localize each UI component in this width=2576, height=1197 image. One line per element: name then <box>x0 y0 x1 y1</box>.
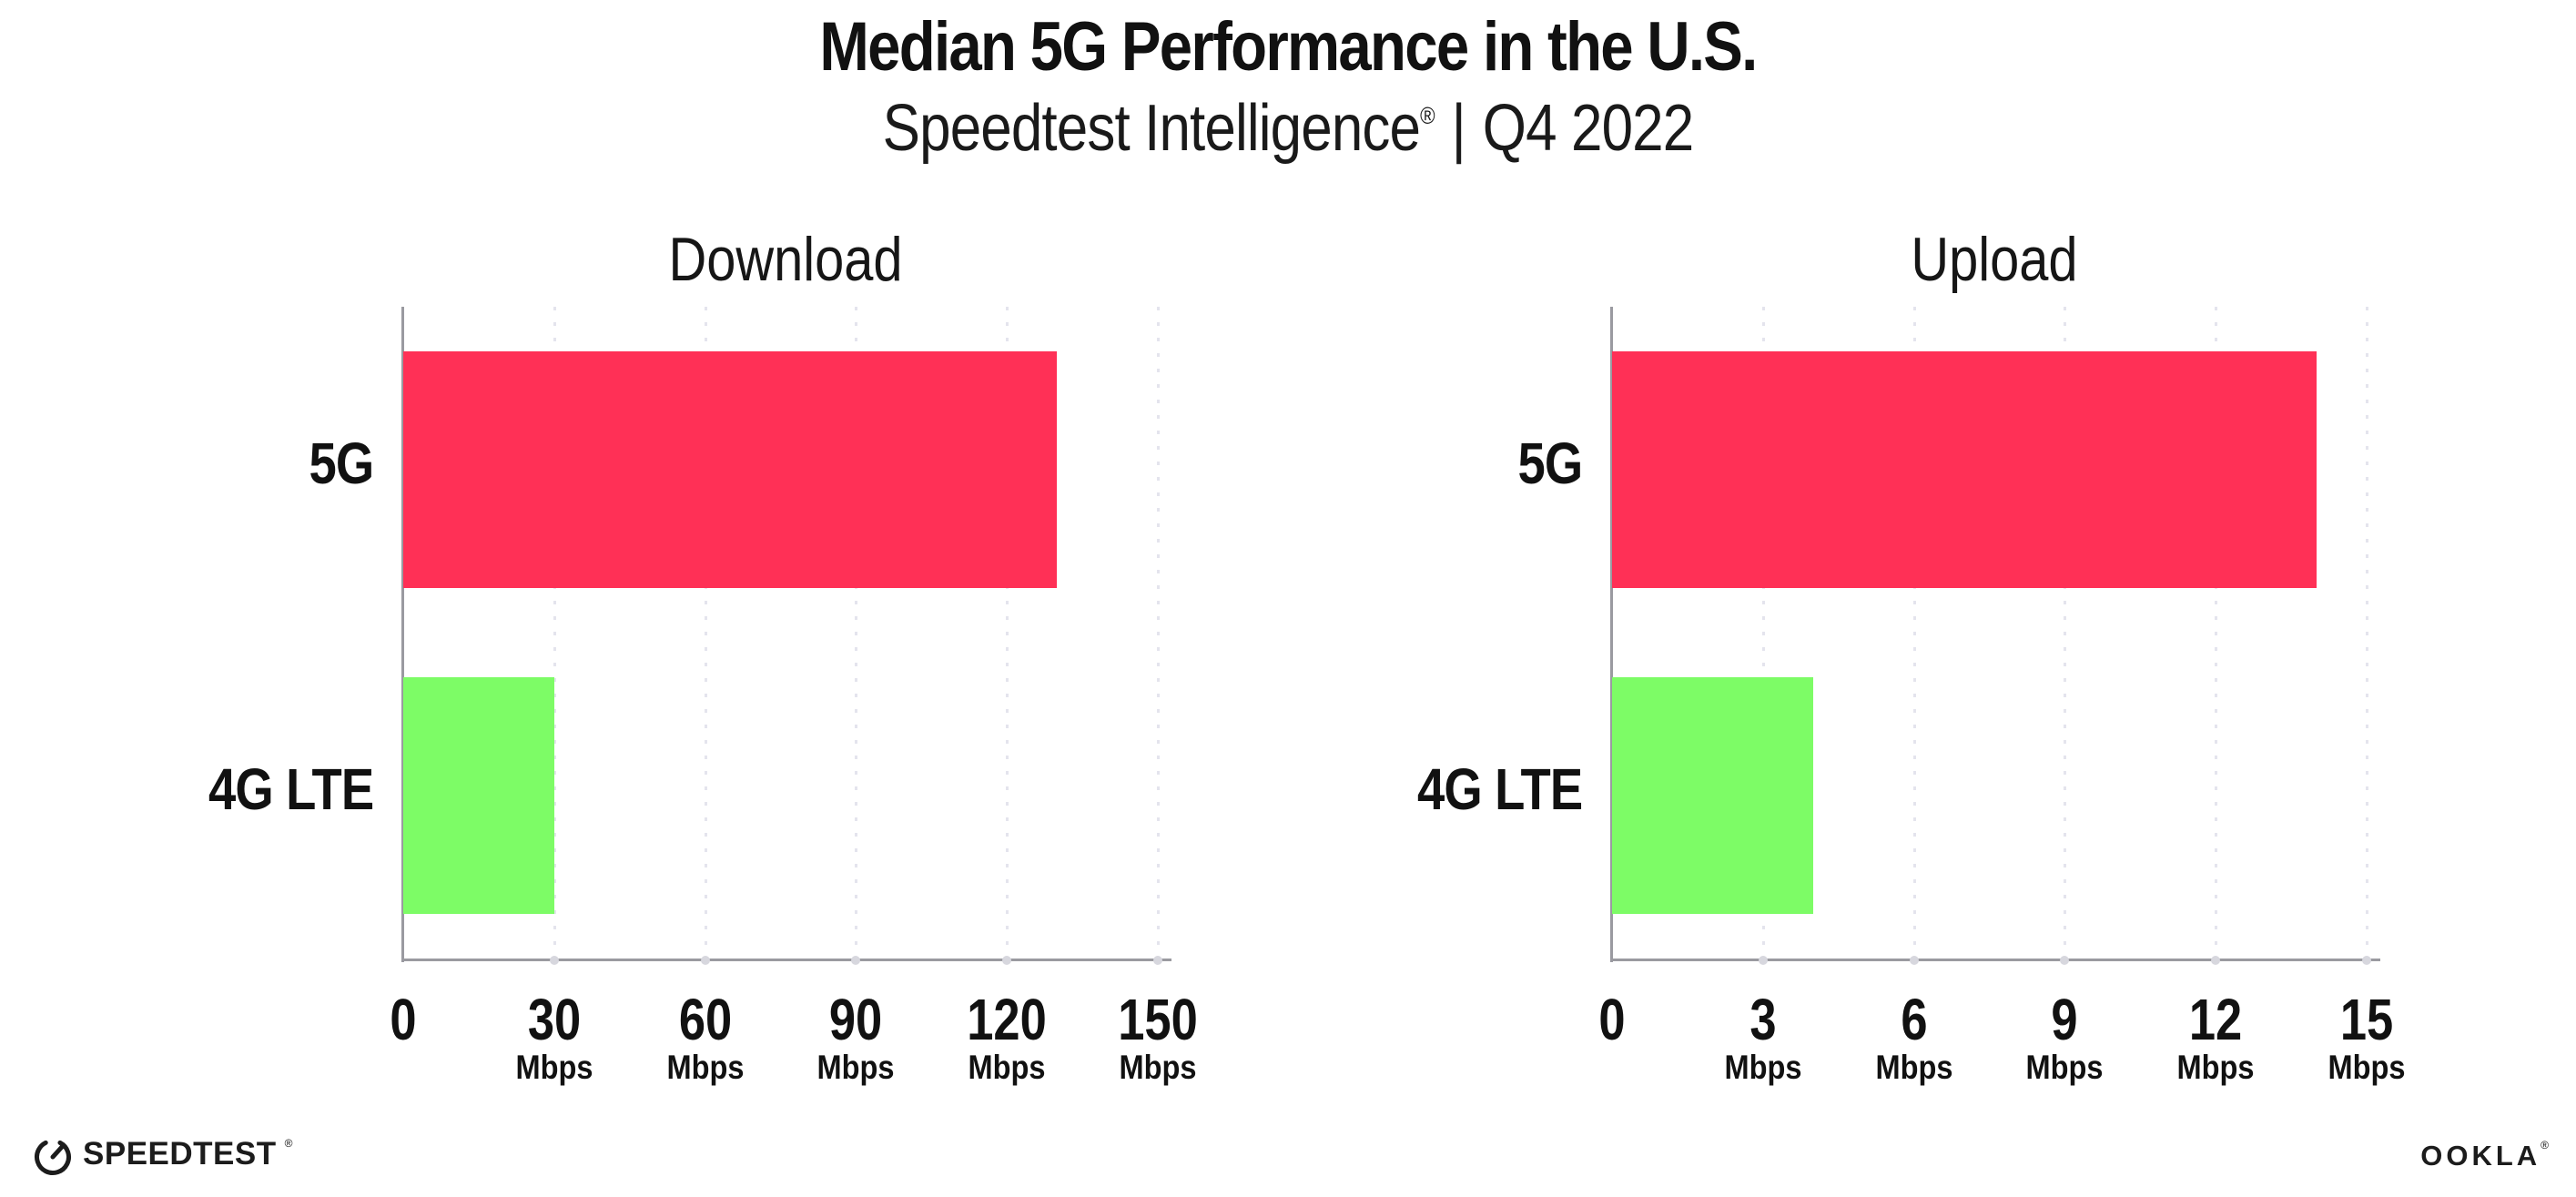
gridline-150 <box>1156 307 1160 959</box>
bar-upload-5g <box>1612 351 2317 588</box>
speedtest-trademark: ® <box>284 1137 293 1150</box>
gridline-120 <box>1006 307 1009 959</box>
speedtest-logo-label: SPEEDTEST <box>83 1136 277 1172</box>
tick-label-upload-15: 15 <box>2339 987 2394 1052</box>
tick-label-download-60: 60 <box>678 987 732 1052</box>
tick-label-upload-9: 9 <box>2051 987 2078 1052</box>
tick-label-download-0: 0 <box>390 987 417 1052</box>
page-subtitle: Speedtest Intelligence® | Q4 2022 <box>180 91 2396 166</box>
axis-tick-dot-15 <box>2361 956 2371 965</box>
tick-unit-download-150: Mbps <box>1119 1049 1197 1086</box>
tick-unit-download-60: Mbps <box>666 1049 745 1086</box>
tick-label-upload-6: 6 <box>1900 987 1928 1052</box>
subtitle-separator: | <box>1451 92 1466 165</box>
category-label-4g-lte: 4G LTE <box>1416 756 1583 822</box>
ookla-logo: OOKLA® <box>2420 1138 2549 1172</box>
category-label-4g-lte: 4G LTE <box>208 756 374 822</box>
category-label-5g: 5G <box>309 431 374 496</box>
gridline-60 <box>704 307 707 959</box>
chart-title-upload: Upload <box>1911 225 2078 294</box>
gridline-6 <box>1912 307 1916 959</box>
axis-tick-dot-3 <box>1758 956 1768 965</box>
tick-label-download-30: 30 <box>527 987 581 1052</box>
axis-tick-dot-30 <box>549 956 559 965</box>
ookla-logo-label: OOKLA <box>2420 1140 2541 1172</box>
gridline-90 <box>855 307 858 959</box>
gridline-15 <box>2365 307 2368 959</box>
tick-unit-upload-15: Mbps <box>2328 1049 2406 1086</box>
subtitle-period: Q4 2022 <box>1482 92 1694 165</box>
gridline-9 <box>2064 307 2067 959</box>
axis-tick-dot-150 <box>1152 956 1162 965</box>
gridline-3 <box>1761 307 1765 959</box>
y-axis-line <box>401 307 404 962</box>
tick-label-download-120: 120 <box>967 987 1047 1052</box>
axis-tick-dot-12 <box>2211 956 2221 965</box>
axis-tick-dot-9 <box>2060 956 2070 965</box>
axis-tick-dot-90 <box>851 956 861 965</box>
tick-unit-upload-6: Mbps <box>1875 1049 1953 1086</box>
bar-upload-4g-lte <box>1612 677 1814 914</box>
gridline-12 <box>2215 307 2218 959</box>
axis-tick-dot-120 <box>1002 956 1012 965</box>
tick-label-upload-3: 3 <box>1749 987 1777 1052</box>
page-title: Median 5G Performance in the U.S. <box>819 8 1758 86</box>
chart-title-download: Download <box>668 225 903 294</box>
axis-tick-dot-6 <box>1909 956 1919 965</box>
tick-label-download-90: 90 <box>829 987 883 1052</box>
y-axis-line <box>1610 307 1613 962</box>
bar-download-4g-lte <box>403 677 554 914</box>
ookla-registered-mark: ® <box>2541 1138 2549 1151</box>
gridline-30 <box>553 307 556 959</box>
tick-label-download-150: 150 <box>1118 987 1198 1052</box>
tick-unit-upload-12: Mbps <box>2176 1049 2255 1086</box>
bar-download-5g <box>403 351 1058 588</box>
x-axis-line <box>401 959 1171 961</box>
category-label-5g: 5G <box>1517 431 1583 496</box>
tick-unit-upload-9: Mbps <box>2025 1049 2104 1086</box>
tick-unit-upload-3: Mbps <box>1724 1049 1802 1086</box>
tick-label-upload-0: 0 <box>1598 987 1626 1052</box>
speedtest-gauge-icon <box>35 1139 71 1175</box>
axis-tick-dot-60 <box>700 956 710 965</box>
tick-unit-download-120: Mbps <box>968 1049 1046 1086</box>
tick-unit-download-90: Mbps <box>816 1049 895 1086</box>
tick-label-upload-12: 12 <box>2188 987 2243 1052</box>
x-axis-line <box>1610 959 2380 961</box>
subtitle-brand: Speedtest Intelligence <box>882 92 1421 165</box>
registered-mark: ® <box>1420 102 1435 129</box>
speedtest-logo: SPEEDTEST ® <box>31 1132 292 1176</box>
tick-unit-download-30: Mbps <box>515 1049 593 1086</box>
